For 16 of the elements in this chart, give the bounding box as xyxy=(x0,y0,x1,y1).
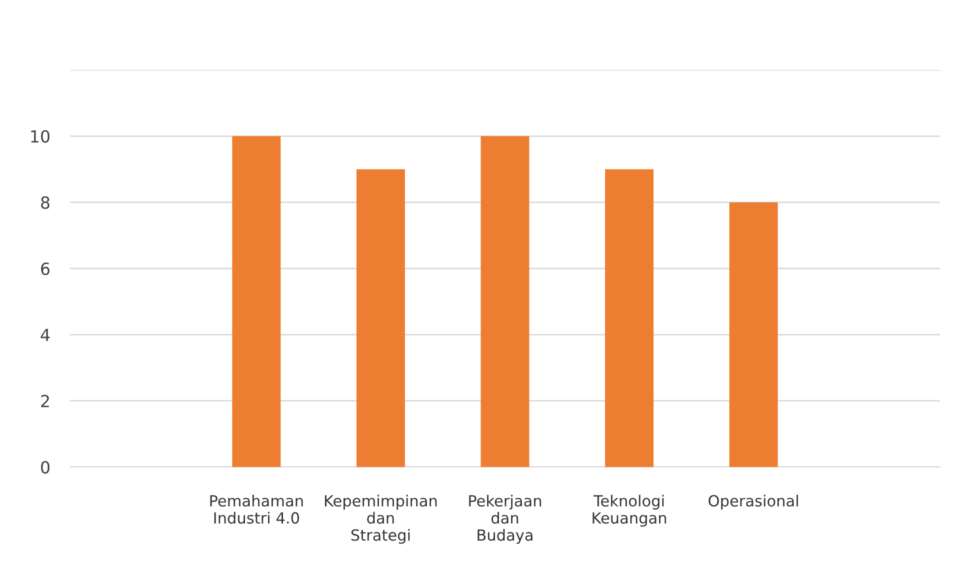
x-tick-label: Teknologi Keuangan xyxy=(592,494,666,527)
x-tick-label: Operasional xyxy=(708,494,798,510)
y-tick-label: 6 xyxy=(41,262,50,276)
y-tick-label: 4 xyxy=(40,328,50,341)
y-tick-label: 10 xyxy=(31,130,50,143)
x-tick-label: Pemahaman Industri 4.0 xyxy=(210,494,303,524)
x-tick-label: Pekerjaan dan Budaya xyxy=(469,494,542,544)
y-tick-label: 2 xyxy=(41,394,49,408)
bar xyxy=(356,169,405,467)
x-tick-label: Kepemimpinan dan Strategi xyxy=(324,494,437,544)
bar xyxy=(605,169,654,467)
bar xyxy=(480,136,530,467)
y-tick-label: 0 xyxy=(41,460,50,474)
bar xyxy=(232,136,281,467)
bar xyxy=(729,202,778,467)
y-tick-label: 8 xyxy=(41,196,50,209)
